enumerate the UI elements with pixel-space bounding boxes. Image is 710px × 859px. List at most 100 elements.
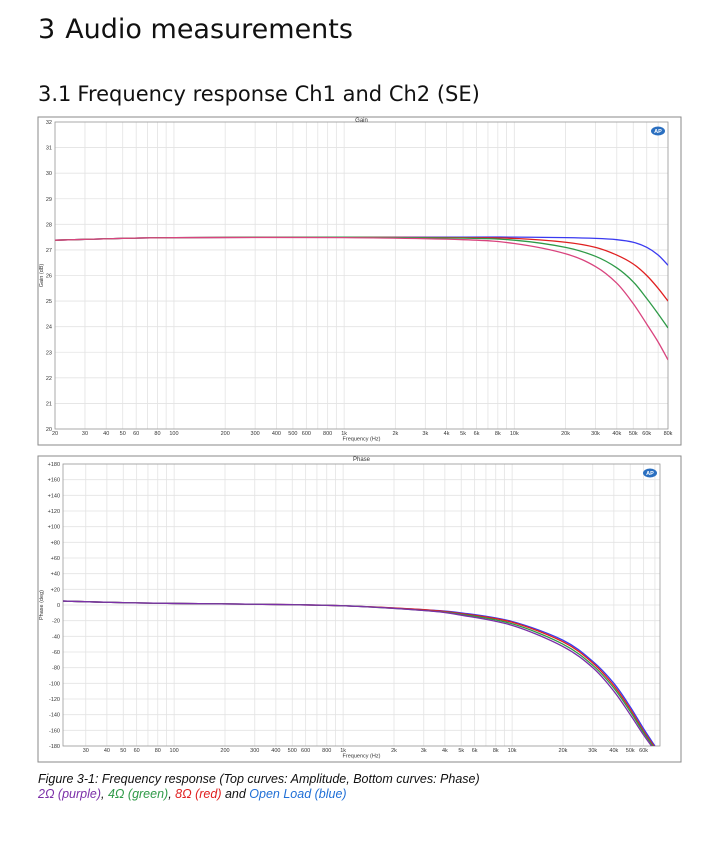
caption-line-1: Figure 3-1: Frequency response (Top curv… (38, 772, 480, 786)
x-tick-label: 80 (155, 748, 161, 754)
y-tick-label: +100 (48, 525, 60, 531)
series-line (63, 600, 653, 746)
y-tick-label: 31 (46, 146, 52, 152)
caption-green: 4Ω (green) (107, 787, 169, 801)
x-tick-label: 300 (250, 748, 259, 754)
x-tick-label: 6k (474, 431, 480, 437)
x-tick-label: 20k (559, 748, 568, 754)
y-tick-label: -120 (49, 697, 60, 703)
x-tick-label: 50k (626, 748, 635, 754)
chart-title: Gain (355, 118, 368, 124)
x-axis-label: Frequency (Hz) (343, 437, 381, 443)
x-tick-label: 10k (508, 748, 517, 754)
x-tick-label: 500 (288, 748, 297, 754)
y-tick-label: 28 (46, 222, 52, 228)
y-tick-label: 22 (46, 376, 52, 382)
y-tick-label: -60 (52, 650, 60, 656)
subsection-number: 3.1 (38, 82, 72, 106)
y-tick-label: -180 (49, 744, 60, 750)
x-axis-label: Frequency (Hz) (343, 754, 381, 760)
x-tick-label: 50 (120, 748, 126, 754)
y-tick-label: +40 (51, 572, 60, 578)
chart-frame (37, 455, 682, 763)
x-tick-label: 40 (104, 748, 110, 754)
x-tick-label: 600 (302, 431, 311, 437)
x-tick-label: 60 (133, 431, 139, 437)
x-tick-label: 80 (154, 431, 160, 437)
x-tick-label: 100 (170, 748, 179, 754)
x-tick-label: 200 (221, 431, 230, 437)
caption-sep-3: and (221, 787, 250, 801)
x-tick-label: 30k (588, 748, 597, 754)
ap-logo-text: AP (646, 471, 654, 477)
y-tick-label: +140 (48, 493, 60, 499)
x-tick-label: 5k (458, 748, 464, 754)
series-group (63, 600, 656, 746)
x-tick-label: 40k (609, 748, 618, 754)
y-tick-label: -20 (52, 619, 60, 625)
section-title: Audio measurements (65, 14, 353, 45)
y-tick-label: -80 (52, 666, 60, 672)
x-tick-label: 60k (639, 748, 648, 754)
x-tick-label: 2k (391, 748, 397, 754)
y-tick-label: 25 (46, 299, 52, 305)
y-tick-label: 20 (46, 427, 52, 433)
y-tick-label: +180 (48, 462, 60, 468)
y-tick-label: -40 (52, 634, 60, 640)
x-tick-label: 1k (340, 748, 346, 754)
x-tick-label: 40k (612, 431, 621, 437)
x-tick-label: 800 (322, 748, 331, 754)
chart-frame (37, 116, 682, 446)
y-tick-label: 26 (46, 274, 52, 280)
x-tick-label: 30 (82, 431, 88, 437)
x-tick-label: 20 (52, 431, 58, 437)
x-tick-label: 8k (493, 748, 499, 754)
x-tick-label: 60 (134, 748, 140, 754)
y-tick-label: 29 (46, 197, 52, 203)
series-group (55, 236, 668, 361)
x-tick-label: 40 (103, 431, 109, 437)
caption-purple: 2Ω (purple) (38, 787, 102, 801)
x-tick-label: 1k (341, 431, 347, 437)
y-tick-label: +160 (48, 478, 60, 484)
x-tick-label: 100 (169, 431, 178, 437)
x-tick-label: 400 (272, 431, 281, 437)
y-tick-label: -100 (49, 681, 60, 687)
y-tick-label: -160 (49, 728, 60, 734)
ap-logo-text: AP (654, 129, 662, 135)
series-line (55, 236, 668, 361)
y-tick-label: +20 (51, 587, 60, 593)
gain-chart: 20 21 22 23 24 25 26 27 28 29 30 31 32 20 30 40 50 60 80 10… (37, 116, 682, 446)
x-tick-label: 80k (664, 431, 673, 437)
x-tick-label: 20k (561, 431, 570, 437)
x-tick-label: 50 (120, 431, 126, 437)
y-tick-label: 27 (46, 248, 52, 254)
x-tick-label: 800 (323, 431, 332, 437)
x-tick-label: 200 (220, 748, 229, 754)
x-tick-label: 60k (642, 431, 651, 437)
section-heading: 3 Audio measurements (38, 14, 353, 45)
caption-blue: Open Load (blue) (249, 787, 347, 801)
ap-logo-icon (643, 468, 657, 478)
y-tick-label: 24 (46, 325, 52, 331)
phase-chart: +180 +160 +140 +120 +100 +80 +60 +40 +20 0 -20 -40 -… (37, 455, 682, 763)
x-tick-label: 3k (422, 431, 428, 437)
plot-area (62, 463, 661, 747)
x-tick-label: 3k (421, 748, 427, 754)
x-tick-label: 10k (510, 431, 519, 437)
x-tick-label: 50k (629, 431, 638, 437)
x-tick-label: 5k (460, 431, 466, 437)
x-tick-label: 400 (271, 748, 280, 754)
y-tick-label: +120 (48, 509, 60, 515)
y-axis-label: Gain (dB) (39, 264, 45, 288)
x-tick-label: 4k (442, 748, 448, 754)
figure-caption: Figure 3-1: Frequency response (Top curv… (38, 772, 480, 802)
subsection-heading: 3.1 Frequency response Ch1 and Ch2 (SE) (38, 82, 480, 106)
caption-red: 8Ω (red) (175, 787, 222, 801)
section-number: 3 (38, 14, 56, 45)
y-axis-label: Phase (deg) (39, 590, 45, 620)
x-tick-label: 2k (392, 431, 398, 437)
chart-title: Phase (353, 457, 371, 463)
y-tick-label: +80 (51, 540, 60, 546)
x-tick-label: 600 (301, 748, 310, 754)
